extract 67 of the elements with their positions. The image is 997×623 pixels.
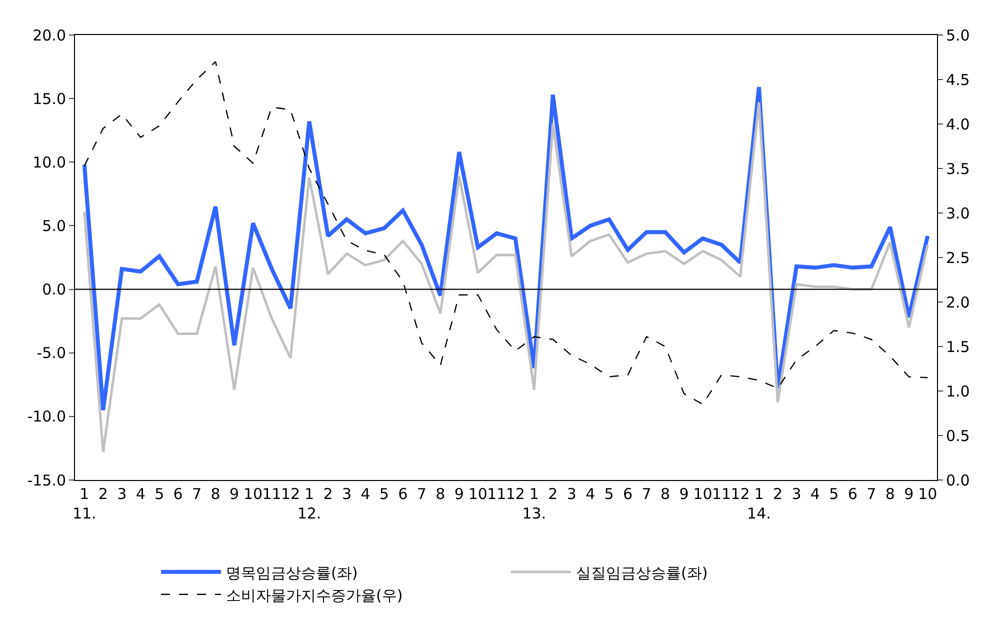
x-tick-label: 3 xyxy=(792,485,802,503)
x-tick-label: 6 xyxy=(398,485,408,503)
x-tick-label: 12 xyxy=(506,485,525,503)
x-tick-label: 8 xyxy=(885,485,895,503)
x-tick-label: 7 xyxy=(416,485,426,503)
x-tick-label: 8 xyxy=(436,485,446,503)
y2-tick-label: 0.0 xyxy=(946,471,970,490)
x-tick-label: 2 xyxy=(98,485,108,503)
x-tick-label: 4 xyxy=(586,485,596,503)
x-tick-label: 2 xyxy=(772,485,782,503)
x-tick-label: 1 14. xyxy=(747,485,771,522)
x-tick-label: 9 xyxy=(230,485,240,503)
x-tick-label: 8 xyxy=(210,485,220,503)
y-tick-label: -5.0 xyxy=(36,344,66,362)
legend-label: 명목임금상승률(좌) xyxy=(226,564,358,582)
x-tick-label: 2 xyxy=(323,485,333,503)
y-tick-label: -15.0 xyxy=(27,471,66,490)
y-tick-label: 15.0 xyxy=(32,90,66,108)
y2-tick-label: 1.5 xyxy=(946,338,970,356)
x-tick-label: 7 xyxy=(642,485,652,503)
y-tick-label: 20.0 xyxy=(32,26,66,44)
y2-tick-label: 2.5 xyxy=(946,248,970,267)
x-tick-label: 6 xyxy=(173,485,183,503)
y2-tick-label: 5.0 xyxy=(946,26,970,44)
x-tick-label: 10 xyxy=(693,485,712,503)
x-tick-label: 8 xyxy=(660,485,670,503)
x-tick-label: 4 xyxy=(810,485,820,503)
x-tick-label: 11 xyxy=(712,485,732,503)
x-tick-label: 10 xyxy=(468,485,488,503)
x-tick-label: 4 xyxy=(360,485,370,503)
x-tick-label: 11 xyxy=(487,485,506,503)
x-tick-label: 5 xyxy=(379,485,389,503)
x-tick-label: 11 xyxy=(262,485,282,503)
y2-tick-label: 4.0 xyxy=(946,115,970,134)
x-tick-label: 5 xyxy=(604,485,614,503)
x-tick-label: 10 xyxy=(918,485,938,503)
x-tick-label: 12 xyxy=(730,485,750,503)
x-tick-label: 10 xyxy=(243,485,263,503)
y-tick-label: 10.0 xyxy=(32,153,66,172)
y-tick-label: -10.0 xyxy=(27,408,66,426)
x-tick-label: 4 xyxy=(136,485,146,503)
x-tick-label: 7 xyxy=(192,485,202,503)
x-tick-label: 5 xyxy=(154,485,164,503)
y2-tick-label: 1.0 xyxy=(946,382,970,400)
x-tick-label: 3 xyxy=(566,485,576,503)
x-tick-label: 5 xyxy=(829,485,839,503)
line-series xyxy=(83,101,929,454)
y-tick-label: 5.0 xyxy=(42,216,66,235)
y2-tick-label: 3.0 xyxy=(946,204,970,222)
x-tick-label: 6 xyxy=(623,485,633,503)
x-tick-label: 9 xyxy=(904,485,914,503)
y2-tick-label: 0.5 xyxy=(946,426,970,445)
x-tick-label: 1 11. xyxy=(72,485,96,522)
x-tick-label: 3 xyxy=(117,485,127,503)
x-tick-label: 9 xyxy=(454,485,464,503)
x-tick-label: 1 13. xyxy=(522,485,546,522)
y2-tick-label: 2.0 xyxy=(946,293,970,312)
legend-label: 소비자물가지수증가율(우) xyxy=(226,586,403,604)
x-tick-label: 7 xyxy=(866,485,876,503)
legend-label: 실질임금상승률(좌) xyxy=(576,564,708,582)
y2-tick-label: 4.5 xyxy=(946,70,970,89)
x-tick-label: 2 xyxy=(548,485,558,503)
x-tick-label: 6 xyxy=(848,485,858,503)
x-tick-label: 3 xyxy=(342,485,352,503)
y2-tick-label: 3.5 xyxy=(946,160,970,178)
x-tick-label: 9 xyxy=(679,485,689,503)
y-tick-label: 0.0 xyxy=(42,280,66,299)
